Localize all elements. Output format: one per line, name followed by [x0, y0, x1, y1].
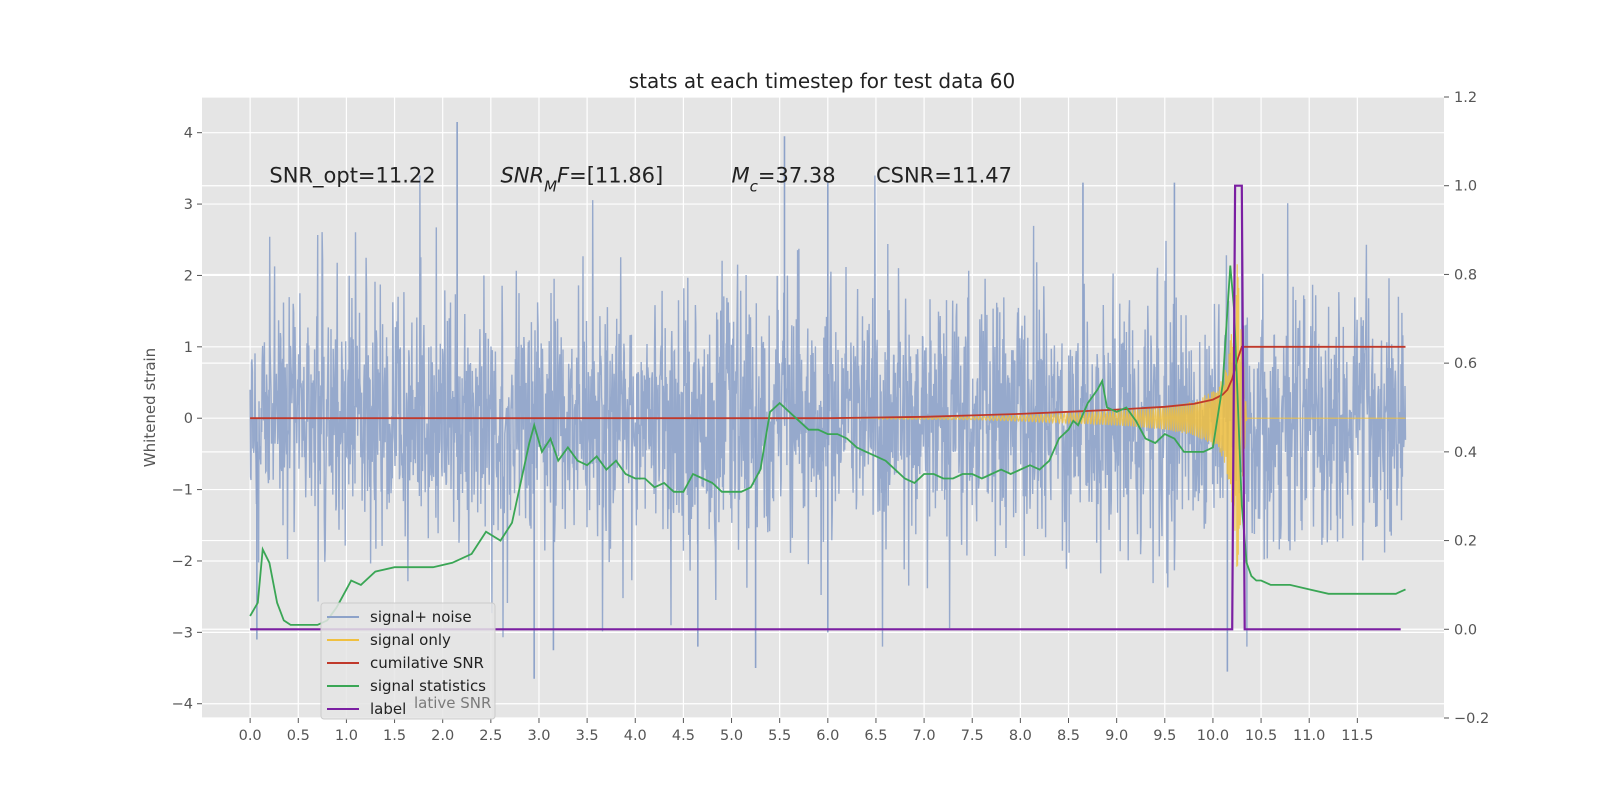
- annotation-part: F: [557, 164, 570, 188]
- annotation-part: SNR_opt=11.22: [269, 164, 435, 189]
- annotation-part: M: [732, 164, 750, 188]
- x-tick-label: 3.5: [576, 728, 599, 744]
- annotation-part: =37.38: [758, 164, 836, 188]
- x-tick-label: 2.5: [479, 728, 502, 744]
- annotations: SNR_opt=11.22 SNRMF=[11.86] Mc=37.38 CSNR=1…: [269, 164, 1012, 196]
- x-tick-label: 6.5: [864, 728, 887, 744]
- y-tick-label: 0: [184, 411, 193, 427]
- series-label: [250, 184, 1401, 631]
- annotation-part: M: [544, 178, 557, 196]
- y-tick-label: −2: [172, 554, 193, 570]
- x-axis: 0.0 0.5 1.0 1.5 2.0 2.5 3.0 3.5 4.0 4.5 5.0 5.5 6.0 6…: [239, 718, 1373, 744]
- legend-ghost-text: lative SNR: [414, 694, 491, 712]
- x-tick-label: 9.5: [1153, 728, 1176, 744]
- x-tick-label: 8.0: [1009, 728, 1032, 744]
- legend-label: signal statistics: [370, 677, 486, 695]
- x-tick-label: 7.5: [961, 728, 984, 744]
- x-tick-label: 10.0: [1197, 728, 1229, 744]
- x-tick-label: 11.5: [1341, 728, 1373, 744]
- series-signal-statistics: [249, 265, 1406, 626]
- y-tick-label: 3: [184, 197, 193, 213]
- y-axis-label: Whitened strain: [141, 348, 159, 467]
- stat-annotation: Mc=37.38: [732, 164, 836, 196]
- x-tick-label: 5.0: [720, 728, 743, 744]
- y-axis-right: 1.2 1.0 0.8 0.6 0.4 0.2 0.0 −0.2: [1444, 90, 1489, 727]
- legend-label: label: [370, 700, 406, 718]
- y2-tick-label: 1.2: [1454, 90, 1477, 106]
- x-tick-label: 0.0: [239, 728, 262, 744]
- x-tick-label: 9.0: [1105, 728, 1128, 744]
- x-tick-label: 2.0: [431, 728, 454, 744]
- x-tick-label: 6.0: [816, 728, 839, 744]
- annotation-part: =[11.86]: [569, 164, 663, 188]
- x-tick-label: 3.0: [527, 728, 550, 744]
- y-tick-label: 4: [184, 126, 193, 142]
- y-tick-label: 2: [184, 268, 193, 284]
- stat-annotation: SNRMF=[11.86]: [500, 164, 663, 196]
- x-tick-label: 4.5: [672, 728, 695, 744]
- stat-annotation: CSNR=11.47: [876, 164, 1012, 188]
- y-tick-label: −3: [172, 625, 193, 641]
- y-tick-label: 1: [184, 340, 193, 356]
- y2-tick-label: 0.2: [1454, 534, 1477, 550]
- annotation-part: CSNR=11.47: [876, 164, 1012, 188]
- x-tick-label: 4.0: [624, 728, 647, 744]
- series-layer: [249, 121, 1407, 679]
- stat-annotation: SNR_opt=11.22: [269, 164, 435, 189]
- x-tick-label: 11.0: [1293, 728, 1325, 744]
- legend-label: signal+ noise: [370, 608, 472, 626]
- chart-title: stats at each timestep for test data 60: [629, 69, 1015, 93]
- y2-tick-label: 1.0: [1454, 179, 1477, 195]
- x-tick-label: 0.5: [287, 728, 310, 744]
- x-tick-label: 10.5: [1245, 728, 1277, 744]
- legend-label: signal only: [370, 631, 451, 649]
- annotation-part: c: [750, 178, 759, 196]
- legend: lative SNR signal+ noise signal only cumila…: [320, 602, 496, 720]
- y2-tick-label: 0.6: [1454, 356, 1477, 372]
- x-tick-label: 5.5: [768, 728, 791, 744]
- legend-box: [320, 602, 496, 720]
- y-axis-left: 4 3 2 1 0 −1 −2 −3 −4: [172, 126, 202, 713]
- x-tick-label: 1.0: [335, 728, 358, 744]
- y2-tick-label: −0.2: [1454, 711, 1489, 727]
- y-tick-label: −1: [172, 483, 193, 499]
- x-tick-label: 8.5: [1057, 728, 1080, 744]
- y-tick-label: −4: [172, 697, 193, 713]
- y2-tick-label: 0.8: [1454, 267, 1477, 283]
- y2-tick-label: 0.4: [1454, 445, 1477, 461]
- x-tick-label: 1.5: [383, 728, 406, 744]
- annotation-part: SNR: [500, 164, 544, 188]
- legend-label: cumilative SNR: [370, 654, 484, 672]
- x-tick-label: 7.0: [913, 728, 936, 744]
- y2-tick-label: 0.0: [1454, 622, 1477, 638]
